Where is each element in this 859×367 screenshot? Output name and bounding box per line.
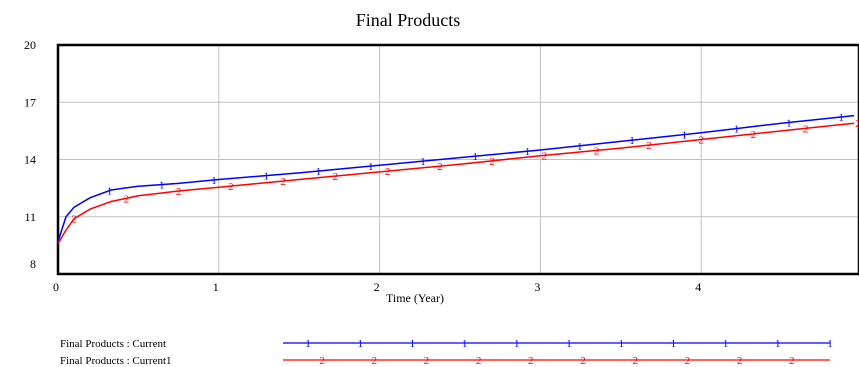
series-marker-1: 1 bbox=[316, 166, 322, 178]
y-axis: 8 11 14 17 20 bbox=[24, 38, 36, 271]
legend-marker-1: 1 bbox=[566, 338, 572, 350]
series-marker-2: 2 bbox=[71, 214, 77, 226]
series-marker-1: 1 bbox=[577, 141, 583, 153]
legend-marker-2: 2 bbox=[632, 355, 638, 367]
legend-marker-1: 1 bbox=[723, 338, 729, 350]
chart-title: Final Products bbox=[356, 10, 461, 30]
legend-marker-1: 1 bbox=[357, 338, 363, 350]
series-marker-1: 1 bbox=[682, 130, 688, 142]
legend-label-1: Final Products : Current bbox=[60, 338, 166, 350]
x-tick-label: 4 bbox=[695, 280, 701, 294]
legend: Final Products : Current 1 1 1 1 1 1 1 1 1 1 1Final… bbox=[60, 338, 833, 367]
legend-marker-2: 2 bbox=[789, 355, 795, 367]
legend-marker-1: 1 bbox=[514, 338, 520, 350]
series-marker-2: 2 bbox=[698, 134, 704, 146]
x-axis: 0 1 2 3 4 bbox=[53, 280, 701, 294]
series-marker-2: 2 bbox=[333, 171, 339, 183]
y-tick-label: 14 bbox=[24, 153, 36, 167]
legend-marker-1: 1 bbox=[410, 338, 416, 350]
x-tick-label: 2 bbox=[374, 280, 380, 294]
series-marker-2: 2 bbox=[751, 129, 757, 141]
series-line-1 bbox=[57, 114, 855, 242]
series-marker-1: 1 bbox=[159, 180, 165, 192]
series-marker-2: 2 bbox=[385, 166, 391, 178]
series-marker-2: 2 bbox=[542, 150, 548, 162]
legend-marker-2: 2 bbox=[371, 355, 377, 367]
legend-marker-1: 1 bbox=[618, 338, 624, 350]
series-marker-2: 2 bbox=[489, 156, 495, 168]
legend-marker-1: 1 bbox=[305, 338, 311, 350]
legend-marker-2: 2 bbox=[685, 355, 691, 367]
y-tick-label: 11 bbox=[24, 210, 36, 224]
legend-marker-1: 1 bbox=[671, 338, 677, 350]
series-marker-2: 2 bbox=[803, 123, 809, 135]
series-marker-1: 1 bbox=[107, 186, 113, 198]
series-marker-2: 2 bbox=[176, 186, 182, 198]
y-tick-label: 20 bbox=[24, 38, 36, 52]
series-marker-2: 2 bbox=[855, 118, 859, 130]
series-line-2 bbox=[57, 122, 855, 244]
series-marker-1: 1 bbox=[786, 117, 792, 129]
series-marker-1: 1 bbox=[473, 151, 479, 163]
series-marker-1: 1 bbox=[525, 146, 531, 158]
gridlines bbox=[58, 45, 859, 274]
x-tick-label: 3 bbox=[534, 280, 540, 294]
series-marker-1: 1 bbox=[629, 135, 635, 147]
legend-marker-2: 2 bbox=[424, 355, 430, 367]
legend-marker-2: 2 bbox=[476, 355, 482, 367]
legend-marker-2: 2 bbox=[737, 355, 743, 367]
y-tick-label: 17 bbox=[24, 95, 36, 109]
x-tick-label: 1 bbox=[213, 280, 219, 294]
legend-marker-2: 2 bbox=[528, 355, 534, 367]
legend-marker-1: 1 bbox=[462, 338, 468, 350]
series-marker-2: 2 bbox=[124, 193, 130, 205]
series-marker-2: 2 bbox=[594, 145, 600, 157]
series-marker-2: 2 bbox=[646, 140, 652, 152]
series-marker-1: 1 bbox=[734, 124, 740, 136]
legend-marker-2: 2 bbox=[319, 355, 325, 367]
legend-label-2: Final Products : Current1 bbox=[60, 355, 172, 367]
series-marker-2: 2 bbox=[280, 176, 286, 188]
series-marker-1: 1 bbox=[211, 175, 217, 187]
series-marker-1: 1 bbox=[420, 156, 426, 168]
series-marker-1: 1 bbox=[368, 161, 374, 173]
x-axis-label: Time (Year) bbox=[386, 291, 444, 305]
legend-marker-1: 1 bbox=[827, 338, 833, 350]
series-marker-2: 2 bbox=[437, 161, 443, 173]
x-tick-label: 0 bbox=[53, 280, 59, 294]
legend-marker-2: 2 bbox=[580, 355, 586, 367]
series-marker-1: 1 bbox=[263, 171, 269, 183]
series-marker-2: 2 bbox=[228, 181, 234, 193]
y-tick-label: 8 bbox=[30, 257, 36, 271]
series-marker-1: 1 bbox=[838, 112, 844, 124]
plot-frame bbox=[56, 43, 859, 276]
legend-marker-1: 1 bbox=[775, 338, 781, 350]
